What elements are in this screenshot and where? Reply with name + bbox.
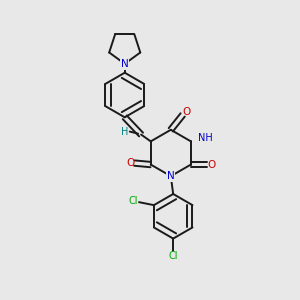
Text: Cl: Cl [129, 196, 138, 206]
Text: O: O [182, 107, 190, 117]
Text: H: H [121, 127, 128, 136]
Text: N: N [121, 59, 129, 69]
Text: Cl: Cl [168, 250, 178, 260]
Text: O: O [207, 160, 215, 170]
Text: NH: NH [198, 133, 213, 143]
Text: O: O [126, 158, 135, 168]
Text: N: N [167, 171, 175, 181]
